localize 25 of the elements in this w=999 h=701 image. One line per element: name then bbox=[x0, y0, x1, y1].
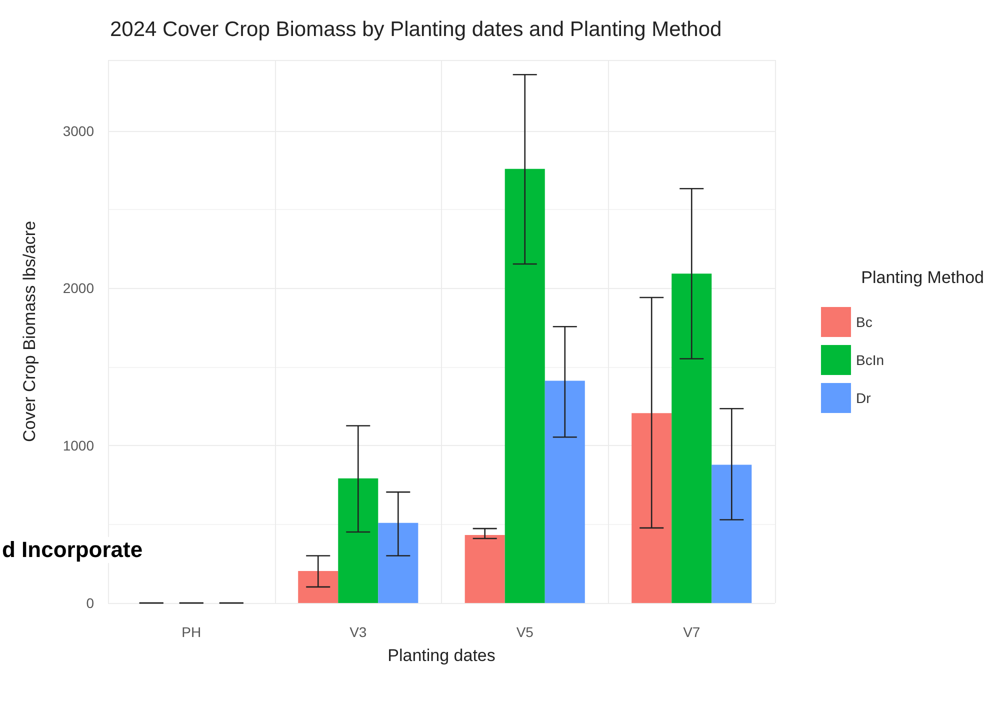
legend-title: Planting Method bbox=[861, 268, 984, 287]
bar bbox=[672, 274, 712, 603]
annotation: d Incorporate bbox=[0, 537, 145, 563]
legend-label: Dr bbox=[856, 390, 872, 406]
bar bbox=[298, 571, 338, 603]
bar bbox=[378, 522, 418, 603]
legend-label: Bc bbox=[856, 314, 872, 330]
y-axis-title: Cover Crop Biomass lbs/acre bbox=[20, 220, 39, 442]
bar bbox=[338, 478, 378, 603]
x-tick-label: V5 bbox=[516, 624, 534, 640]
x-axis-title: Planting dates bbox=[388, 646, 496, 665]
x-tick-label: V3 bbox=[350, 624, 367, 640]
x-tick-label: V7 bbox=[683, 624, 700, 640]
y-tick-label: 1000 bbox=[62, 438, 94, 454]
y-tick-label: 0 bbox=[86, 595, 94, 611]
bar bbox=[712, 464, 752, 603]
bar bbox=[504, 168, 545, 603]
bar bbox=[544, 380, 585, 603]
y-tick-label: 2000 bbox=[62, 280, 94, 296]
bar bbox=[464, 535, 505, 603]
bar bbox=[632, 413, 672, 603]
chart-title: 2024 Cover Crop Biomass by Planting dates and Planting Method bbox=[110, 18, 722, 41]
legend-label: BcIn bbox=[856, 352, 884, 368]
x-tick-label: PH bbox=[182, 624, 202, 640]
y-tick-label: 3000 bbox=[62, 122, 94, 139]
